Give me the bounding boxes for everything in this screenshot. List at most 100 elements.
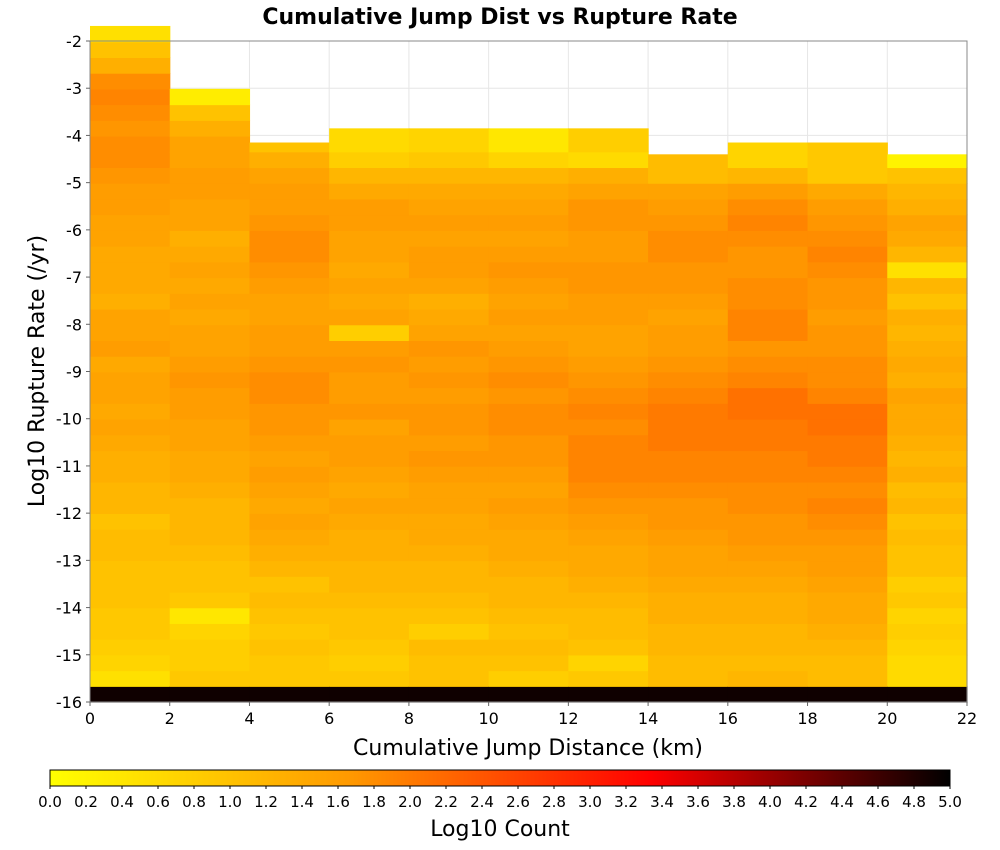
heatmap-cell [249,293,330,310]
heatmap-cell [169,591,251,609]
heatmap-cell [90,591,171,609]
colorbar-tick-label: 1.8 [362,793,386,811]
heatmap-cell [807,418,888,436]
heatmap-cell [169,623,251,640]
colorbar-tick-label: 1.2 [254,793,278,811]
heatmap-cell [249,167,330,184]
heatmap-cell [727,142,809,169]
colorbar-tick-label: 1.4 [290,793,314,811]
heatmap-cell [568,560,649,577]
heatmap-cell [329,356,410,373]
heatmap-cell [727,513,809,530]
heatmap-cell [329,481,410,499]
heatmap-cell [807,686,888,703]
heatmap-cell [90,387,171,404]
heatmap-cell [90,277,171,294]
heatmap-cell [807,142,888,169]
colorbar-tick-label: 0.6 [146,793,170,811]
heatmap-cell [887,466,968,483]
x-tick-label: 20 [877,709,897,728]
heatmap-cell [727,544,809,562]
heatmap-cell [169,277,251,294]
heatmap-cell [887,450,968,467]
heatmap-cell [488,340,569,357]
heatmap-cell [329,450,410,467]
heatmap-cell [648,246,729,263]
heatmap-cell [169,544,251,562]
heatmap-cell [648,154,729,184]
heatmap-cell [408,513,490,530]
heatmap-cell [169,639,251,656]
heatmap-cell [648,450,729,467]
heatmap-cell [169,434,251,452]
y-tick-label: -4 [66,126,82,145]
heatmap-cell [887,481,968,499]
heatmap-cell [488,591,569,609]
heatmap-cell [329,128,410,153]
heatmap-cell [90,151,171,169]
heatmap-cell [249,481,330,499]
heatmap-cell [648,214,729,231]
heatmap-cell [568,591,649,609]
heatmap-cell [488,607,569,624]
heatmap-cell [90,230,171,247]
colorbar-tick-label: 1.0 [218,793,242,811]
heatmap-cell [329,387,410,404]
heatmap-cell [727,340,809,357]
heatmap-cell [488,544,569,562]
heatmap-cell [648,434,729,452]
heatmap-cell [648,277,729,294]
heatmap-cell [249,544,330,562]
heatmap-cell [887,639,968,656]
heatmap-cell [408,356,490,373]
heatmap-cell [329,214,410,231]
heatmap-cell [568,308,649,326]
heatmap-cell [807,497,888,514]
heatmap-cell [169,654,251,672]
heatmap-cells [90,25,968,703]
heatmap-cell [727,623,809,640]
colorbar [49,769,951,787]
heatmap-cell [568,230,649,247]
heatmap-cell [727,167,809,184]
heatmap-cell [249,371,330,389]
heatmap-cell [807,371,888,389]
heatmap-cell [727,293,809,310]
heatmap-cell [408,261,490,279]
heatmap-cell [169,324,251,341]
heatmap-cell [408,686,490,703]
heatmap-cell [169,104,251,121]
heatmap-cell [727,403,809,420]
y-axis-label: Log10 Rupture Rate (/yr) [25,235,50,507]
heatmap-cell [807,230,888,247]
heatmap-cell [807,466,888,483]
heatmap-cell [329,560,410,577]
heatmap-cell [488,387,569,404]
heatmap-cell [568,513,649,530]
heatmap-cell [488,418,569,436]
heatmap-cell [568,466,649,483]
heatmap-cell [169,560,251,577]
heatmap-cell [169,230,251,247]
heatmap-cell [249,340,330,357]
heatmap-cell [169,135,251,153]
heatmap-cell [408,607,490,624]
heatmap-cell [648,418,729,436]
heatmap-cell [90,73,171,90]
heatmap-cell [727,654,809,672]
heatmap-cell [488,434,569,452]
heatmap-cell [727,230,809,247]
heatmap-cell [169,403,251,420]
heatmap-cell [648,529,729,546]
heatmap-cell [488,214,569,231]
heatmap-cell [568,497,649,514]
heatmap-cell [329,167,410,184]
heatmap-cell [488,513,569,530]
heatmap-cell [727,261,809,279]
heatmap-cell [329,246,410,263]
heatmap-cell [249,434,330,452]
heatmap-cell [90,450,171,467]
heatmap-cell [887,387,968,404]
heatmap-cell [329,576,410,593]
heatmap-cell [90,41,171,58]
